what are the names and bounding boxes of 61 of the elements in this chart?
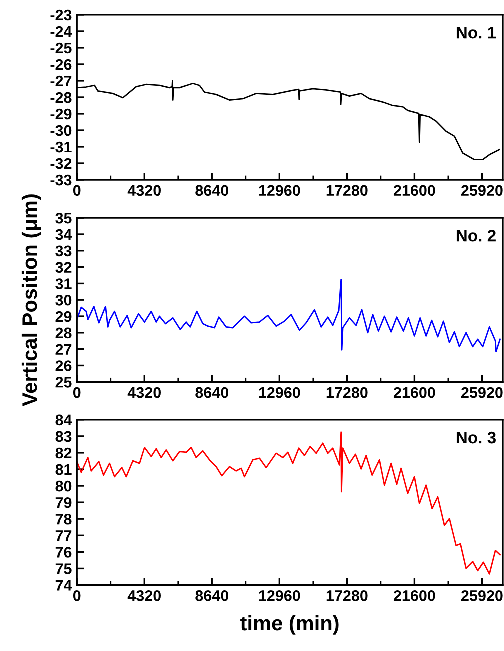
y-tick-label: 82: [56, 448, 72, 459]
y-tick-label: 83: [56, 431, 72, 442]
y-axis-title: Vertical Position (μm): [22, 194, 42, 406]
x-tick-label: 17280: [326, 590, 368, 602]
x-axis-title: time (min): [240, 615, 339, 635]
y-tick-label: -29: [50, 108, 72, 120]
y-tick-label: 27: [56, 344, 72, 355]
x-tick-label: 12960: [259, 185, 300, 196]
y-tick-label: 30: [56, 294, 72, 306]
y-tick-label: 79: [56, 497, 72, 508]
x-tick-label: 8640: [196, 185, 229, 196]
x-tick-label: 17280: [326, 387, 368, 398]
x-tick-label: 4320: [128, 185, 161, 196]
x-tick-label: 8640: [196, 387, 229, 398]
annotation: No. 3: [456, 432, 496, 444]
x-tick-label: 21600: [394, 590, 436, 602]
y-tick-label: -24: [50, 26, 72, 38]
y-tick-label: 25: [56, 377, 72, 388]
x-tick-label: 25920: [461, 387, 503, 398]
y-tick-label: 33: [56, 246, 72, 257]
x-tick-label: 0: [73, 590, 81, 602]
line-series: [77, 278, 501, 352]
y-tick-label: 35: [56, 212, 72, 224]
y-tick-label: -25: [50, 42, 72, 54]
y-tick-label: -23: [50, 10, 72, 21]
x-tick-label: 8640: [196, 590, 229, 602]
x-tick-label: 25920: [461, 185, 503, 196]
y-tick-label: 28: [56, 328, 72, 339]
y-tick-label: 81: [56, 464, 72, 476]
y-tick-label: 29: [56, 311, 72, 322]
y-tick-label: 76: [56, 547, 72, 558]
y-tick-label: -27: [50, 76, 72, 87]
x-tick-label: 0: [73, 185, 81, 196]
x-tick-label: 12960: [259, 387, 300, 398]
y-tick-label: -26: [50, 59, 72, 70]
x-tick-label: 0: [73, 387, 81, 398]
y-tick-label: 32: [56, 262, 72, 274]
y-tick-label: 75: [56, 564, 72, 574]
x-tick-label: 17280: [326, 185, 368, 196]
y-tick-label: -31: [50, 142, 72, 153]
x-tick-label: 12960: [259, 590, 300, 602]
y-tick-label: 34: [56, 229, 72, 240]
y-tick-label: 80: [56, 480, 72, 492]
y-tick-label: 78: [56, 514, 72, 525]
y-tick-label: -30: [50, 125, 72, 136]
y-tick-label: 74: [56, 580, 72, 591]
y-tick-label: -33: [50, 174, 72, 186]
x-tick-label: 21600: [394, 185, 436, 196]
y-tick-label: 26: [56, 360, 72, 372]
annotation: No. 2: [456, 230, 496, 242]
y-tick-label: -28: [50, 92, 72, 104]
y-tick-label: 31: [56, 278, 72, 290]
y-tick-label: -32: [50, 158, 72, 170]
y-tick-label: 84: [56, 414, 72, 426]
y-tick-label: 77: [56, 530, 72, 542]
x-tick-label: 4320: [128, 590, 161, 602]
x-tick-label: 4320: [128, 387, 161, 398]
annotation: No. 1: [456, 27, 496, 39]
x-tick-label: 25920: [461, 590, 503, 602]
x-tick-label: 21600: [394, 387, 436, 398]
line-series: [77, 432, 501, 575]
